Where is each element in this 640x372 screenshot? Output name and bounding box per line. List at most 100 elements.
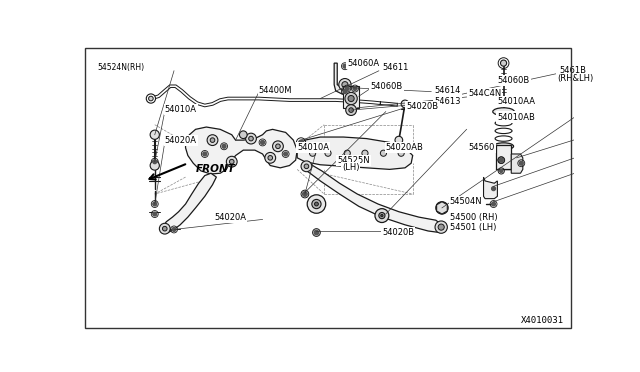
Circle shape [222,144,226,148]
Circle shape [246,133,257,144]
Circle shape [150,130,159,140]
Circle shape [307,195,326,213]
Circle shape [492,187,495,190]
Polygon shape [334,63,353,94]
Circle shape [249,136,253,141]
Circle shape [312,199,321,209]
Circle shape [439,205,445,211]
Text: 54611: 54611 [382,63,408,72]
Circle shape [344,150,350,156]
Text: 54020B: 54020B [406,102,438,111]
Circle shape [153,160,157,164]
Circle shape [436,202,448,214]
Polygon shape [511,154,523,173]
Ellipse shape [493,108,515,115]
Circle shape [492,202,495,206]
Text: FRONT: FRONT [196,164,236,174]
Circle shape [362,150,368,156]
Text: 54614: 54614 [435,86,461,94]
Text: 54060B: 54060B [497,76,530,85]
Circle shape [380,150,387,156]
Circle shape [276,144,280,148]
Polygon shape [163,173,216,232]
Circle shape [210,138,215,142]
Circle shape [349,108,353,112]
Circle shape [379,212,385,219]
Circle shape [299,140,303,145]
Text: 54613: 54613 [435,97,461,106]
Circle shape [395,136,403,144]
Circle shape [172,228,176,231]
Text: (RH&LH): (RH&LH) [557,74,594,83]
Circle shape [303,192,307,196]
Circle shape [339,78,351,91]
Circle shape [273,141,284,152]
Text: 54524N(RH): 54524N(RH) [97,63,144,72]
Circle shape [260,141,264,144]
Circle shape [500,158,503,162]
Text: 544C4N: 544C4N [468,89,501,99]
Polygon shape [186,127,297,174]
Circle shape [519,161,523,165]
Circle shape [499,158,503,162]
Circle shape [203,152,207,156]
Text: 54020B: 54020B [382,228,414,237]
Circle shape [268,155,273,160]
Circle shape [284,152,287,156]
Polygon shape [484,177,497,199]
Text: 54010AA: 54010AA [497,97,536,106]
Circle shape [381,214,383,217]
Circle shape [153,212,157,216]
Circle shape [401,100,409,108]
Text: X4010031: X4010031 [520,316,564,325]
Circle shape [314,202,318,206]
Circle shape [348,96,354,102]
Circle shape [265,153,276,163]
Text: 54020A: 54020A [214,213,246,222]
Circle shape [159,223,170,234]
Circle shape [438,224,444,230]
Circle shape [346,87,349,90]
Text: 54010A: 54010A [297,143,329,152]
Circle shape [435,221,447,233]
Circle shape [227,156,237,167]
Circle shape [153,202,157,206]
Text: (LH): (LH) [342,163,360,172]
Circle shape [148,96,153,101]
Text: 54560: 54560 [468,143,495,152]
Ellipse shape [493,143,513,150]
Circle shape [325,150,331,156]
Circle shape [147,94,156,103]
Text: 5461B: 5461B [559,66,586,75]
Circle shape [375,209,389,222]
Text: 54501 (LH): 54501 (LH) [450,222,496,232]
Circle shape [343,64,347,68]
Text: 54525N: 54525N [337,155,370,165]
Circle shape [304,164,308,169]
Circle shape [207,135,218,145]
Text: 54504N: 54504N [450,197,483,206]
Circle shape [150,161,159,170]
Text: 54060B: 54060B [371,82,403,91]
Circle shape [310,150,316,156]
Polygon shape [297,137,413,169]
Circle shape [346,105,356,115]
Polygon shape [305,163,444,232]
Text: 54060A: 54060A [348,59,380,68]
Circle shape [345,92,357,105]
Circle shape [500,60,507,66]
Text: 54010AB: 54010AB [497,112,535,122]
Circle shape [314,230,319,235]
Circle shape [343,90,347,93]
Text: 54500 (RH): 54500 (RH) [450,213,497,222]
Text: 54020A: 54020A [164,136,196,145]
Text: 54020AB: 54020AB [386,143,424,152]
Text: 54400M: 54400M [259,86,292,95]
Circle shape [398,150,404,156]
Circle shape [342,81,348,88]
Circle shape [239,131,247,139]
Circle shape [353,87,357,90]
Circle shape [230,159,234,164]
Circle shape [500,169,503,173]
Text: 54010A: 54010A [164,105,196,114]
